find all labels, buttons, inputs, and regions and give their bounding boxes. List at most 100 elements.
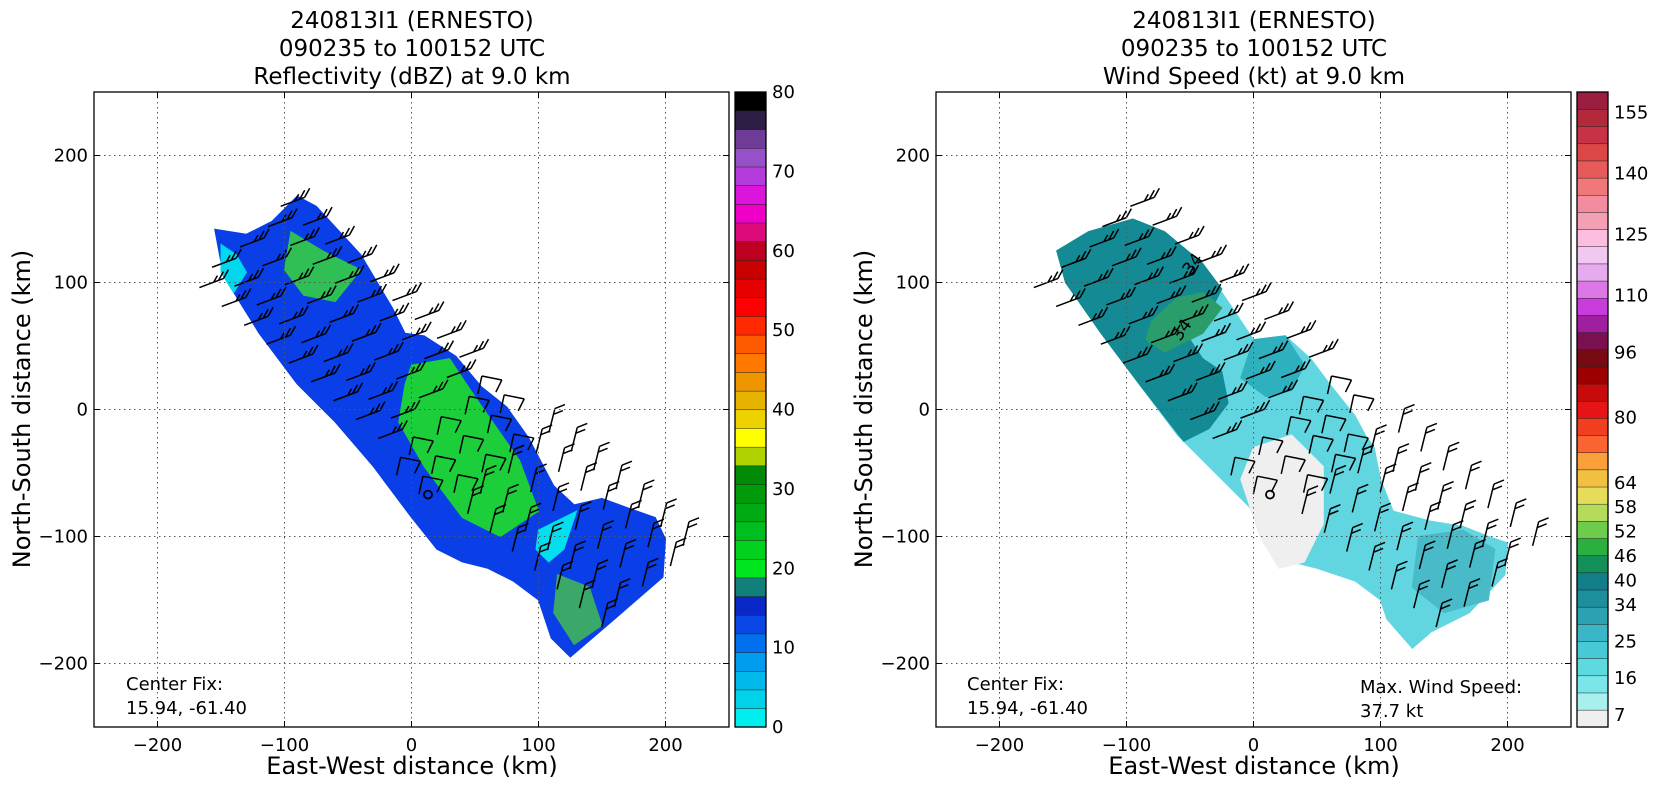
left-colorbar-label: 60 (772, 241, 795, 262)
right-wind-barb (1240, 399, 1271, 419)
left-wind-barb (392, 282, 423, 302)
left-wind-barb (373, 341, 404, 361)
left-grid (94, 92, 729, 727)
right-center-fix-marker (1265, 489, 1275, 500)
left-colorbar-label: 70 (772, 161, 795, 182)
left-wind-barb (369, 263, 400, 283)
left-colorbar-label: 50 (772, 320, 795, 341)
left-colorbar-label: 80 (772, 82, 795, 103)
left-wind-barb (379, 302, 410, 322)
left-wind-barb (507, 444, 525, 474)
right-colorbar-swatch (1576, 211, 1609, 230)
left-wind-barb (395, 456, 422, 476)
right-wind-barb (1252, 475, 1278, 495)
left-wind-barb (509, 433, 535, 453)
left-colorbar-label: 20 (772, 558, 795, 579)
left-wind-barb (458, 434, 485, 454)
right-wind-barb (1487, 479, 1505, 509)
right-colorbar-swatch (1576, 417, 1609, 436)
right-wind-barb (1130, 187, 1160, 208)
left-y-axis-label: North-South distance (km) (8, 250, 36, 569)
left-wind-barb (453, 473, 479, 493)
right-colorbar-label: 7 (1614, 705, 1625, 726)
left-wind-barb (548, 403, 566, 433)
right-wind-barb (1241, 282, 1272, 302)
right-wind-barb (1106, 286, 1137, 306)
left-colorbar-swatch (734, 614, 767, 635)
right-wind-barb (1280, 455, 1306, 475)
left-x-tick-label: 200 (648, 735, 682, 756)
left-colorbar-swatch (734, 185, 767, 205)
right-y-tick-label: 100 (896, 273, 930, 294)
right-wind-barb (1435, 598, 1453, 628)
right-wind-barb (1326, 375, 1353, 395)
right-y-tick-label: −100 (881, 527, 930, 548)
right-colorbar-swatch (1576, 606, 1609, 625)
left-wind-barb (408, 436, 434, 456)
right-wind-barb (1420, 422, 1438, 452)
left-colorbar-swatch (734, 652, 767, 672)
left-wind-barb (574, 501, 592, 531)
left-wind-barb (284, 266, 315, 286)
left-wind-barb (615, 460, 633, 490)
right-wind-barb (1212, 420, 1243, 440)
right-colorbar-swatch (1576, 589, 1609, 608)
right-colorbar-swatch (1576, 623, 1609, 642)
right-wind-barb (1219, 263, 1250, 283)
right-wind-barb (1301, 485, 1319, 515)
left-wind-barb (278, 305, 309, 325)
left-colorbar-swatch (734, 409, 767, 429)
left-wind-barb (306, 285, 337, 305)
left-wind-barb (377, 420, 408, 440)
right-wind-barb (1156, 285, 1187, 305)
left-wind-barb (424, 340, 455, 360)
left-wind-barb (501, 483, 519, 513)
right-wind-barb (1369, 424, 1387, 454)
right-wind-barb (1351, 483, 1369, 513)
left-title-line-2: 090235 to 100152 UTC (279, 36, 545, 62)
right-colorbar-swatch (1576, 537, 1609, 556)
right-wind-barb (1308, 434, 1334, 454)
right-x-tick-label: −100 (1102, 735, 1151, 756)
right-colorbar-swatch (1576, 126, 1609, 145)
right-colorbar-swatch (1576, 692, 1609, 711)
left-radar-echo-green-south (553, 573, 603, 646)
left-wind-barb (325, 225, 356, 245)
right-wind-barb (1503, 537, 1521, 567)
left-x-tick-label: −200 (133, 735, 182, 756)
left-colorbar-swatch (734, 539, 767, 560)
left-wind-barb (477, 375, 503, 395)
right-wind-barb (1169, 264, 1200, 284)
right-wind-barb (1078, 306, 1109, 327)
left-wind-barb (280, 187, 311, 208)
right-title-line-2: 090235 to 100152 UTC (1121, 36, 1387, 62)
right-colorbar-swatch (1576, 194, 1609, 213)
left-colorbar-swatch (734, 241, 767, 261)
left-center-fix-value: 15.94, -61.40 (126, 698, 247, 719)
left-colorbar: 0 10 20 30 40 50 60 70 80 (734, 82, 795, 738)
right-wind-barb (1414, 461, 1432, 491)
right-colorbar-swatch (1576, 452, 1609, 471)
left-x-tick-label: 100 (521, 735, 555, 756)
right-wind-barb (1481, 518, 1499, 548)
right-wind-barb (1089, 228, 1120, 248)
left-colorbar-swatch (734, 315, 767, 336)
left-wind-barb (333, 382, 364, 402)
left-y-tick-label: 0 (77, 400, 88, 421)
right-wind-barb (1100, 325, 1131, 345)
right-wind-barb (1061, 248, 1092, 268)
left-center-fix-marker (423, 489, 433, 500)
right-wind-field-calm-eye (1240, 434, 1324, 569)
right-wind-barb (1152, 206, 1183, 226)
left-wind-barb (481, 453, 507, 473)
left-colorbar-swatch (734, 596, 767, 616)
right-wind-barb (1442, 441, 1460, 471)
right-data-field (1056, 218, 1509, 650)
left-y-tick-label: 200 (54, 146, 88, 167)
right-wind-barb (1134, 266, 1165, 286)
left-colorbar-swatch (734, 521, 767, 541)
left-wind-barb (199, 269, 230, 289)
right-colorbar-swatch (1576, 640, 1609, 659)
right-wind-barbs (1033, 187, 1549, 628)
right-panel: 240813I1 (ERNESTO) 090235 to 100152 UTC … (850, 8, 1648, 780)
